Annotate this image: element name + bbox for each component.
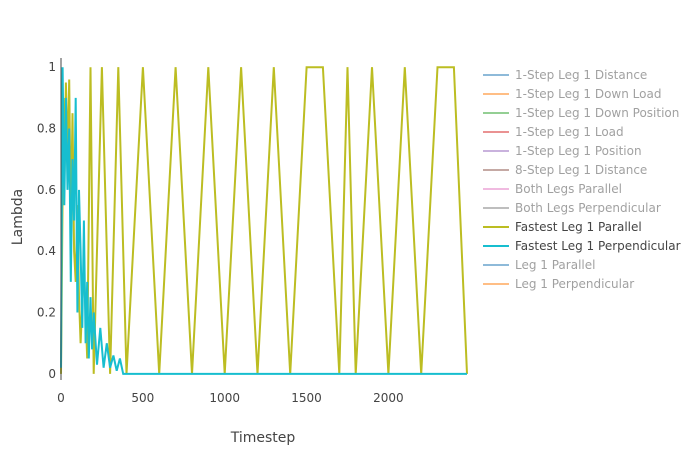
legend-label: 1-Step Leg 1 Down Load (515, 87, 661, 101)
legend-label: Both Legs Parallel (515, 182, 622, 196)
y-tick-label: 0.6 (37, 183, 56, 197)
legend-label: 1-Step Leg 1 Load (515, 125, 624, 139)
legend-item[interactable]: Fastest Leg 1 Perpendicular (483, 239, 681, 253)
legend: 1-Step Leg 1 Distance 1-Step Leg 1 Down L… (483, 68, 681, 291)
legend-item[interactable]: Fastest Leg 1 Parallel (483, 220, 642, 234)
legend-item[interactable]: 1-Step Leg 1 Load (483, 125, 624, 139)
legend-item[interactable]: Both Legs Perpendicular (483, 201, 661, 215)
legend-label: 1-Step Leg 1 Distance (515, 68, 647, 82)
y-tick-label: 1 (48, 60, 56, 74)
legend-item[interactable]: 1-Step Leg 1 Down Load (483, 87, 661, 101)
x-tick-label: 1500 (291, 391, 322, 405)
x-tick-label: 0 (57, 391, 65, 405)
legend-label: Leg 1 Perpendicular (515, 277, 634, 291)
x-tick-label: 1000 (209, 391, 240, 405)
x-axis-ticks: 0 500 1000 1500 2000 (57, 391, 404, 405)
legend-item[interactable]: 1-Step Leg 1 Down Position (483, 106, 679, 120)
legend-item[interactable]: 1-Step Leg 1 Position (483, 144, 642, 158)
legend-item[interactable]: Both Legs Parallel (483, 182, 622, 196)
x-axis-title: Timestep (230, 430, 296, 446)
y-tick-label: 0.4 (37, 244, 56, 258)
y-axis-title: Lambda (10, 189, 26, 245)
legend-label: 1-Step Leg 1 Position (515, 144, 642, 158)
legend-label: Leg 1 Parallel (515, 258, 595, 272)
legend-label: 1-Step Leg 1 Down Position (515, 106, 679, 120)
y-tick-label: 0 (48, 367, 56, 381)
legend-item[interactable]: Leg 1 Parallel (483, 258, 595, 272)
y-tick-label: 0.8 (37, 122, 56, 136)
legend-label: Both Legs Perpendicular (515, 201, 661, 215)
legend-item[interactable]: 1-Step Leg 1 Distance (483, 68, 647, 82)
plot-area[interactable] (60, 66, 468, 375)
legend-label: Fastest Leg 1 Parallel (515, 220, 642, 234)
x-tick-label: 500 (131, 391, 154, 405)
y-tick-label: 0.2 (37, 306, 56, 320)
x-tick-label: 2000 (373, 391, 404, 405)
legend-item[interactable]: 8-Step Leg 1 Distance (483, 163, 647, 177)
y-axis-ticks: 0 0.2 0.4 0.6 0.8 1 (37, 60, 56, 381)
legend-label: Fastest Leg 1 Perpendicular (515, 239, 681, 253)
legend-item[interactable]: Leg 1 Perpendicular (483, 277, 634, 291)
series-line-9[interactable] (60, 67, 467, 375)
legend-label: 8-Step Leg 1 Distance (515, 163, 647, 177)
